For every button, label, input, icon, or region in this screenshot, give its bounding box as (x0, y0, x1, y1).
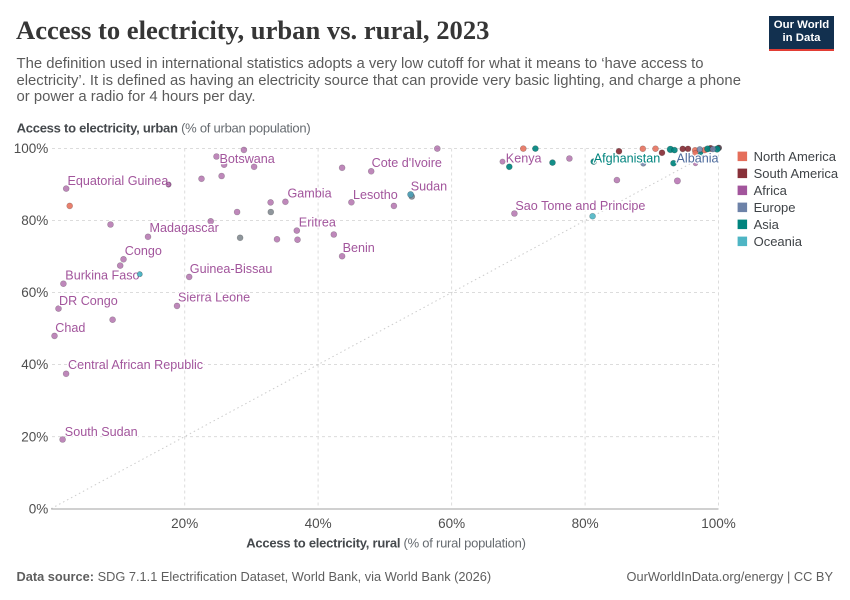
svg-text:20%: 20% (21, 429, 48, 444)
svg-text:Europe: Europe (754, 200, 796, 215)
svg-text:Gambia: Gambia (288, 187, 332, 201)
svg-text:South Sudan: South Sudan (65, 425, 138, 439)
svg-text:Sierra Leone: Sierra Leone (178, 291, 250, 305)
svg-text:60%: 60% (21, 285, 48, 300)
svg-text:Cote d'Ivoire: Cote d'Ivoire (372, 156, 442, 170)
svg-text:Kenya: Kenya (506, 152, 542, 166)
svg-text:40%: 40% (305, 516, 332, 531)
svg-text:DR Congo: DR Congo (59, 294, 118, 308)
svg-text:Sudan: Sudan (411, 180, 447, 194)
svg-text:80%: 80% (572, 516, 599, 531)
svg-text:Sao Tome and Principe: Sao Tome and Principe (515, 199, 645, 213)
svg-text:Asia: Asia (754, 217, 780, 232)
svg-text:Africa: Africa (754, 183, 788, 198)
svg-text:80%: 80% (21, 213, 48, 228)
svg-text:Afghanistan: Afghanistan (594, 152, 661, 166)
svg-text:Central African Republic: Central African Republic (68, 358, 203, 372)
svg-text:Madagascar: Madagascar (150, 221, 219, 235)
svg-text:60%: 60% (438, 516, 465, 531)
svg-text:Eritrea: Eritrea (299, 216, 336, 230)
svg-text:20%: 20% (171, 516, 198, 531)
svg-text:Lesotho: Lesotho (353, 188, 398, 202)
svg-text:Botswana: Botswana (220, 152, 275, 166)
svg-text:100%: 100% (14, 141, 49, 156)
svg-text:40%: 40% (21, 357, 48, 372)
svg-text:South America: South America (754, 166, 839, 181)
svg-text:Access to electricity, urban (: Access to electricity, urban (% of urban… (17, 121, 311, 136)
svg-text:Albania: Albania (677, 151, 719, 165)
svg-text:Burkina Faso: Burkina Faso (65, 269, 139, 283)
svg-text:Access to electricity, rural (: Access to electricity, rural (% of rural… (246, 536, 525, 551)
svg-text:Congo: Congo (125, 244, 162, 258)
svg-text:Guinea-Bissau: Guinea-Bissau (190, 262, 273, 276)
svg-text:Chad: Chad (55, 321, 85, 335)
svg-text:100%: 100% (701, 516, 736, 531)
svg-text:Benin: Benin (343, 241, 375, 255)
svg-text:0%: 0% (29, 502, 49, 517)
svg-text:North America: North America (754, 149, 837, 164)
svg-text:Oceania: Oceania (754, 234, 803, 249)
svg-text:Equatorial Guinea: Equatorial Guinea (68, 174, 169, 188)
